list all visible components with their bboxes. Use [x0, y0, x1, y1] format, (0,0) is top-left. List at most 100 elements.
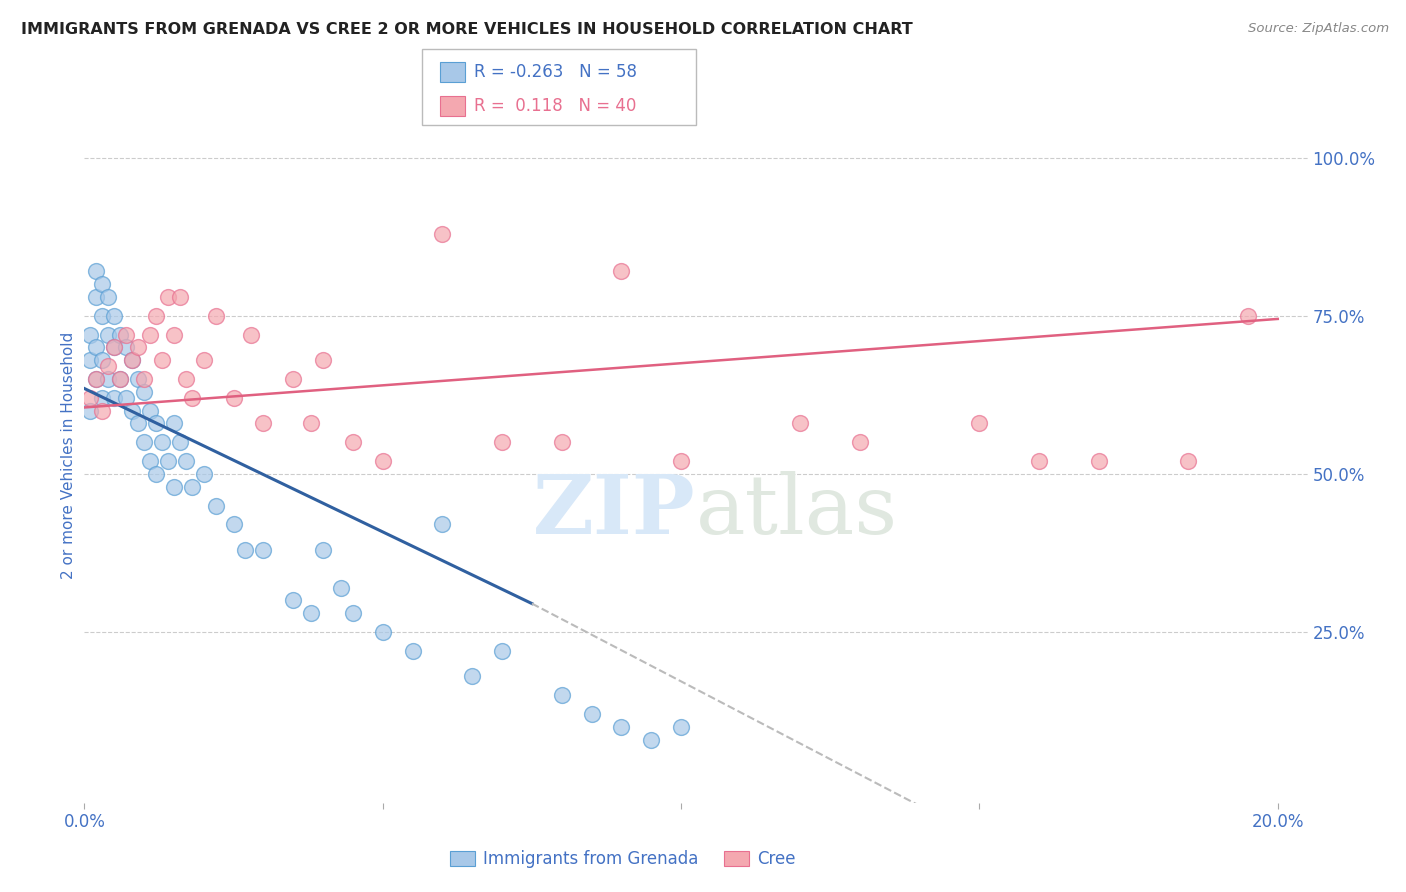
Point [432, 227, 454, 241]
Point [145, 467, 167, 481]
Point [84, 340, 107, 354]
Point [169, 435, 191, 450]
Point [401, 644, 423, 658]
Point [150, 435, 173, 450]
Point [79, 327, 101, 342]
Point [283, 593, 305, 607]
Point [156, 454, 179, 468]
Point [371, 454, 394, 468]
Point [127, 340, 149, 354]
Point [91, 309, 114, 323]
Point [669, 720, 692, 734]
Point [551, 435, 574, 450]
Point [103, 391, 125, 405]
Y-axis label: 2 or more Vehicles in Household: 2 or more Vehicles in Household [60, 331, 76, 579]
Point [121, 353, 143, 368]
Point [1237, 309, 1260, 323]
Point [581, 707, 603, 722]
Point [79, 403, 101, 417]
Point [79, 353, 101, 368]
Point [610, 720, 633, 734]
Point [91, 391, 114, 405]
Point [252, 417, 274, 431]
Point [145, 309, 167, 323]
Point [103, 340, 125, 354]
Point [610, 264, 633, 278]
Text: atlas: atlas [696, 471, 898, 550]
Point [174, 372, 197, 386]
Point [103, 340, 125, 354]
Point [222, 517, 245, 532]
Point [132, 435, 155, 450]
Point [79, 391, 101, 405]
Point [283, 372, 305, 386]
Text: R = -0.263   N = 58: R = -0.263 N = 58 [474, 63, 637, 81]
Point [193, 353, 215, 368]
Point [97, 359, 120, 374]
Point [108, 372, 131, 386]
Point [312, 542, 335, 557]
Point [669, 454, 692, 468]
Point [329, 581, 352, 595]
Point [174, 454, 197, 468]
Point [108, 372, 131, 386]
Point [849, 435, 872, 450]
Point [156, 290, 179, 304]
Point [115, 327, 138, 342]
Point [235, 542, 257, 557]
Point [139, 454, 162, 468]
Point [127, 417, 149, 431]
Point [91, 403, 114, 417]
Point [91, 353, 114, 368]
Point [551, 688, 574, 702]
Point [145, 417, 167, 431]
Point [84, 372, 107, 386]
Point [371, 625, 394, 640]
Point [84, 290, 107, 304]
Point [252, 542, 274, 557]
Point [342, 606, 364, 620]
Point [222, 391, 245, 405]
Point [1028, 454, 1050, 468]
Point [1177, 454, 1199, 468]
Point [969, 417, 991, 431]
Point [139, 403, 162, 417]
Point [97, 327, 120, 342]
Point [108, 327, 131, 342]
Point [312, 353, 335, 368]
Point [204, 499, 226, 513]
Point [115, 391, 138, 405]
Point [491, 644, 513, 658]
Point [115, 340, 138, 354]
Point [461, 669, 484, 683]
Legend: Immigrants from Grenada, Cree: Immigrants from Grenada, Cree [443, 843, 801, 874]
Text: IMMIGRANTS FROM GRENADA VS CREE 2 OR MORE VEHICLES IN HOUSEHOLD CORRELATION CHAR: IMMIGRANTS FROM GRENADA VS CREE 2 OR MOR… [21, 22, 912, 37]
Point [163, 417, 186, 431]
Point [139, 327, 162, 342]
Text: Source: ZipAtlas.com: Source: ZipAtlas.com [1249, 22, 1389, 36]
Point [169, 290, 191, 304]
Point [163, 327, 186, 342]
Point [491, 435, 513, 450]
Point [789, 417, 811, 431]
Point [84, 264, 107, 278]
Point [121, 403, 143, 417]
Point [150, 353, 173, 368]
Text: ZIP: ZIP [533, 471, 696, 550]
Point [640, 732, 662, 747]
Point [97, 290, 120, 304]
Point [91, 277, 114, 292]
Point [103, 309, 125, 323]
Point [193, 467, 215, 481]
Point [180, 479, 202, 493]
Point [204, 309, 226, 323]
Text: R =  0.118   N = 40: R = 0.118 N = 40 [474, 96, 636, 115]
Point [163, 479, 186, 493]
Point [432, 517, 454, 532]
Point [299, 606, 322, 620]
Point [132, 384, 155, 399]
Point [299, 417, 322, 431]
Point [1087, 454, 1109, 468]
Point [127, 372, 149, 386]
Point [97, 372, 120, 386]
